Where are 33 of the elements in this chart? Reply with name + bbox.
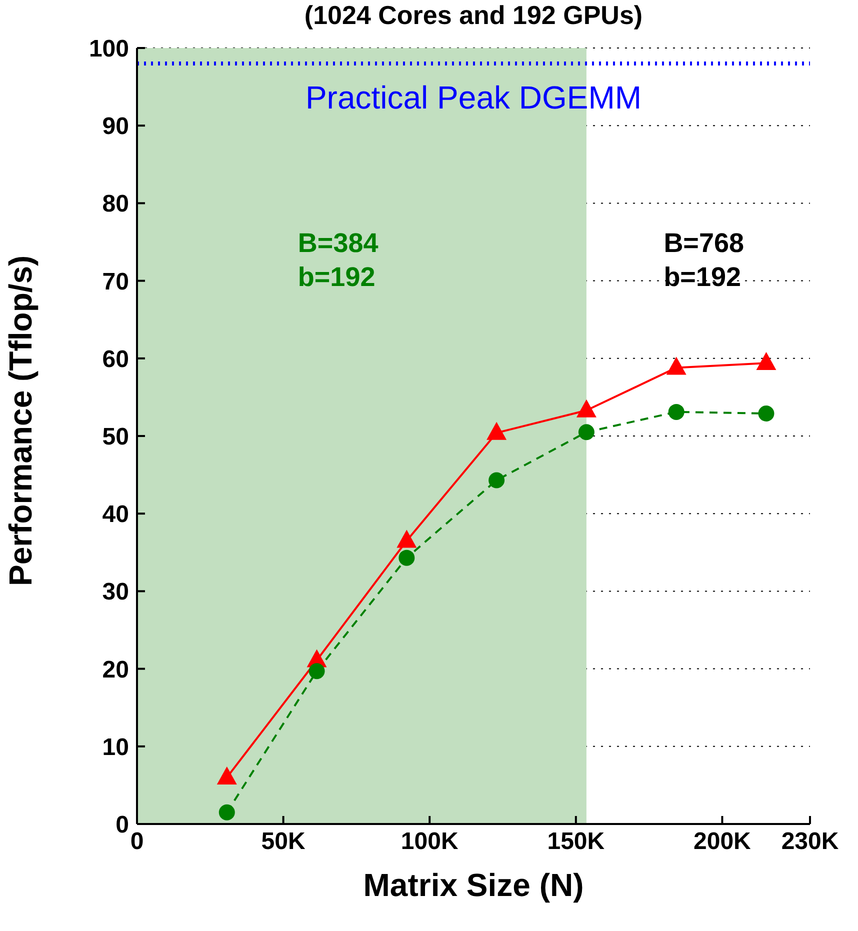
x-tick-label: 230K (781, 828, 840, 856)
y-tick-label: 40 (102, 501, 129, 528)
point (218, 804, 235, 820)
y-tick-label: 50 (102, 424, 129, 451)
y-tick-label: 100 (88, 36, 129, 63)
point (576, 399, 596, 418)
y-tick-label: 70 (102, 268, 129, 296)
ref-line-label: Practical Peak DGEMM (305, 80, 642, 116)
point (398, 550, 415, 566)
y-tick-label: 90 (102, 113, 129, 140)
point (308, 663, 325, 680)
x-axis-title: Matrix Size (N) (363, 867, 584, 903)
annotation: B=384 b=192 (298, 227, 378, 294)
y-tick-label: 60 (102, 346, 129, 373)
y-axis-title: Performance (Tflop/s) (2, 255, 38, 586)
point (488, 472, 505, 488)
y-tick-label: 20 (102, 656, 129, 684)
point (666, 356, 686, 375)
x-tick-label: 100K (400, 828, 459, 856)
x-tick-label: 150K (547, 828, 606, 856)
point (668, 404, 684, 420)
point (756, 352, 776, 370)
y-tick-label: 10 (102, 734, 129, 761)
x-tick-label: 50K (261, 828, 306, 856)
annotation: B=768 b=192 (664, 227, 744, 294)
point (578, 424, 594, 440)
point (758, 405, 774, 422)
chart-title: (1024 Cores and 192 GPUs) (303, 0, 644, 30)
point (396, 530, 417, 548)
x-tick-label: 200K (694, 828, 752, 856)
y-tick-label: 30 (102, 578, 129, 606)
point (486, 422, 507, 440)
y-tick-label: 80 (102, 190, 129, 218)
